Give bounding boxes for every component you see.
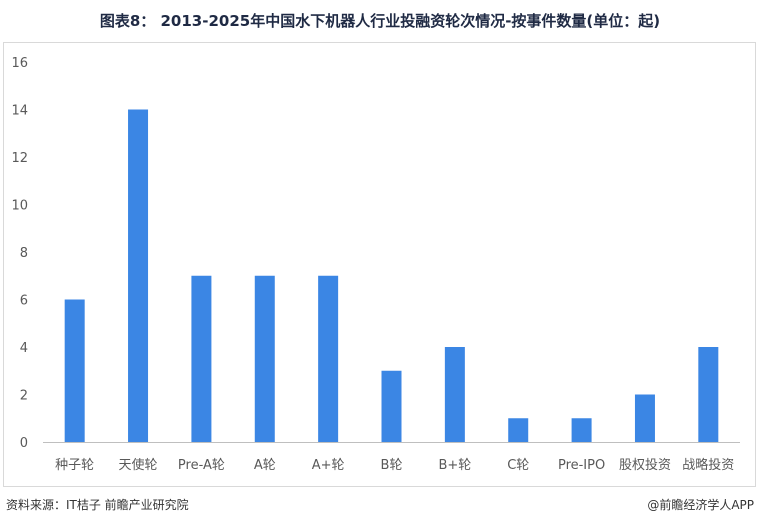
x-tick-label: Pre-A轮 [178,458,225,473]
y-tick-label: 0 [20,436,28,451]
bars [64,109,719,442]
x-tick-label: A轮 [254,458,276,473]
bar [318,275,339,442]
x-tick-label: 战略投资 [682,457,734,473]
bar [571,418,592,442]
y-tick-label: 10 [11,199,28,214]
source-note: 资料来源：IT桔子 前瞻产业研究院 [6,498,189,512]
bar [508,418,529,442]
x-axis-ticks: 种子轮 天使轮 Pre-A轮 A轮 A+轮 B轮 B+轮 C轮 Pre-IPO 股权投资 战略投资 [55,457,734,473]
x-tick-label: A+轮 [312,458,345,473]
x-tick-label: B轮 [381,458,403,473]
y-tick-label: 14 [11,104,28,119]
y-tick-label: 6 [20,294,28,309]
chart-title: 图表8： 2013-2025年中国水下机器人行业投融资轮次情况-按事件数量(单位… [99,12,661,30]
y-tick-label: 2 [20,389,28,404]
x-tick-label: 股权投资 [619,457,671,473]
bar [128,109,149,442]
x-tick-label: 种子轮 [55,458,94,473]
bar [444,347,465,442]
bar [381,370,402,442]
x-tick-label: Pre-IPO [558,458,605,473]
chart-frame [3,42,756,487]
brand-note: @前瞻经济学人APP [647,498,754,512]
bar [698,347,719,442]
y-tick-label: 4 [20,341,28,356]
y-tick-label: 16 [11,56,28,71]
y-tick-label: 8 [20,246,28,261]
bar [64,299,85,442]
x-tick-label: B+轮 [438,458,471,473]
y-tick-label: 12 [11,151,28,166]
y-axis-ticks: 0 2 4 6 8 10 12 14 16 [11,56,28,451]
bar [634,394,655,442]
x-tick-label: C轮 [507,458,529,473]
bar [191,275,212,442]
x-tick-label: 天使轮 [119,457,158,473]
bar [254,275,275,442]
bar-chart: 0 2 4 6 8 10 12 14 16 种子轮 天使轮 Pre-A轮 A轮 A+轮 B轮 B+轮 C轮 Pr… [11,56,740,473]
